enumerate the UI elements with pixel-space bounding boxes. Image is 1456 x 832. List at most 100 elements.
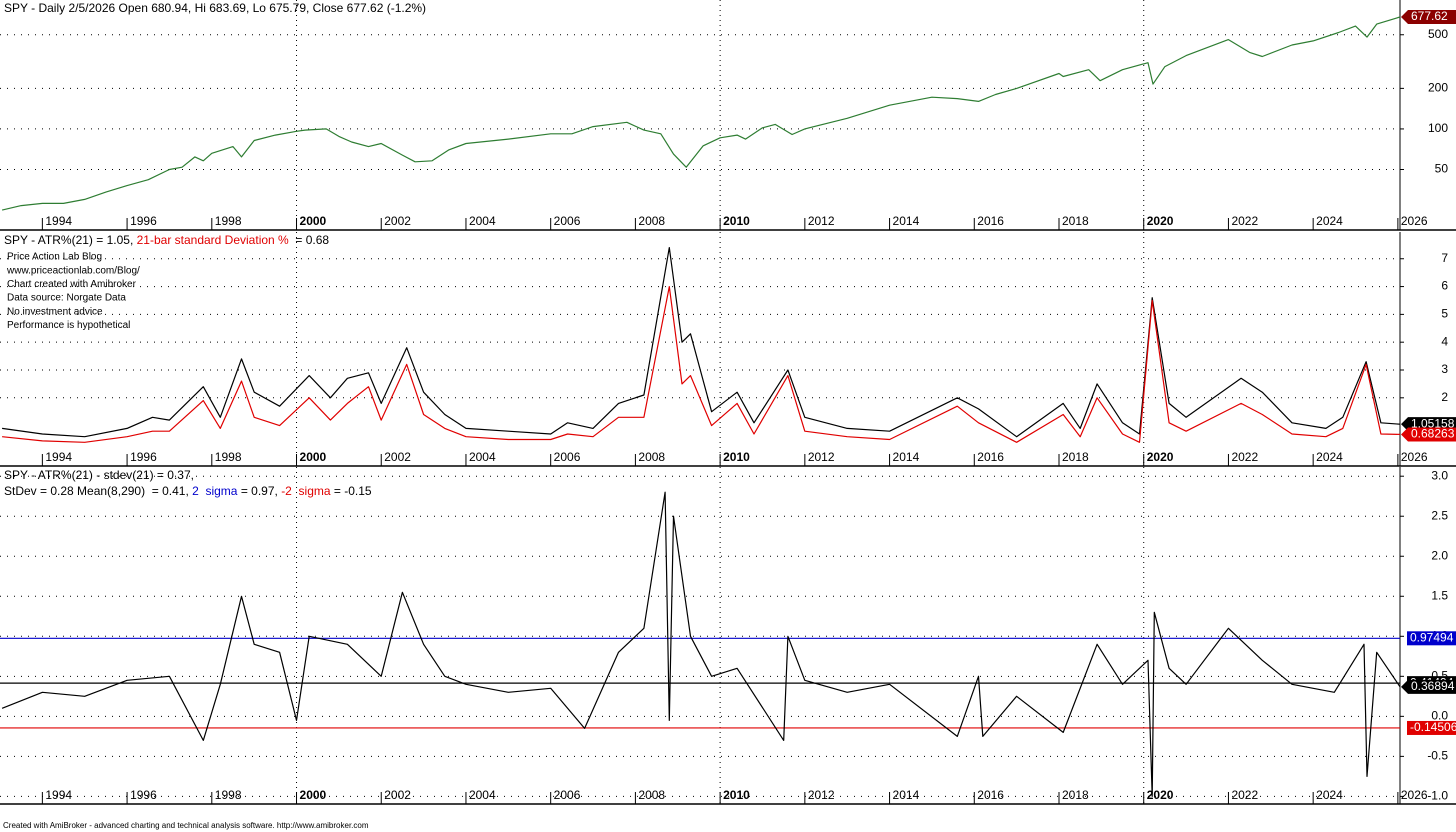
y-tick-label: -0.5 — [1427, 749, 1448, 763]
value-label-box — [1407, 720, 1456, 735]
last-value-label: 0.68263 — [1411, 427, 1455, 441]
y-tick-label: 1.5 — [1431, 588, 1448, 602]
y-tick-label: 100 — [1428, 121, 1448, 135]
pane-title: SPY - ATR%(21) - stdev(21) = 0.37, — [4, 468, 194, 482]
title-segment: = 0.68 — [292, 233, 329, 247]
annotation: Performance is hypothetical — [7, 320, 130, 331]
last-value-label: 1.05158 — [1411, 416, 1455, 430]
annotation: Chart created with Amibroker — [7, 279, 137, 290]
y-tick-label: -1.0 — [1427, 789, 1448, 803]
y-tick-label: 2.0 — [1431, 548, 1448, 562]
x-tick-label: 2000 — [300, 214, 327, 228]
pane-title: SPY - Daily 2/5/2026 Open 680.94, Hi 683… — [4, 1, 426, 15]
x-tick-label: 1996 — [130, 788, 157, 802]
value-label-box — [1401, 427, 1456, 442]
y-tick-label: 3.0 — [1431, 468, 1448, 482]
x-tick-label: 1996 — [130, 214, 157, 228]
x-tick-label: 2016 — [977, 788, 1004, 802]
series-line — [2, 286, 1401, 443]
x-tick-label: 2012 — [808, 450, 835, 464]
x-tick-label: 2020 — [1147, 788, 1174, 802]
title-segment: SPY - ATR%(21) = 1.05, — [4, 233, 137, 247]
x-tick-label: 2022 — [1231, 450, 1258, 464]
reference-label: -0.14506 — [1410, 720, 1456, 734]
x-tick-label: 2018 — [1062, 214, 1089, 228]
x-tick-label: 2000 — [300, 450, 327, 464]
y-tick-label: 4 — [1441, 334, 1448, 348]
annotation: Price Action Lab Blog — [7, 252, 102, 263]
x-tick-label: 2012 — [808, 788, 835, 802]
x-tick-label: 2014 — [893, 450, 920, 464]
x-tick-label: 2024 — [1316, 214, 1343, 228]
pane-title: StDev = 0.28 Mean(8,290) = 0.41, 2 sigma… — [4, 484, 372, 498]
x-tick-label: 2012 — [808, 214, 835, 228]
y-tick-label: 500 — [1428, 27, 1448, 41]
y-tick-label: 7 — [1441, 251, 1448, 265]
x-tick-label: 2022 — [1231, 788, 1258, 802]
x-tick-label: 2010 — [723, 214, 750, 228]
x-tick-label: 2000 — [300, 788, 327, 802]
x-tick-label: 1994 — [45, 214, 72, 228]
x-tick-label: 1998 — [215, 214, 242, 228]
x-tick-label: 2008 — [638, 450, 665, 464]
pane-title: SPY - ATR%(21) = 1.05, 21-bar standard D… — [4, 233, 329, 247]
title-segment: 2 sigma — [192, 484, 238, 498]
x-tick-label: 2004 — [469, 788, 496, 802]
y-tick-label: 50 — [1435, 162, 1449, 176]
x-tick-label: 1998 — [215, 450, 242, 464]
y-tick-label: 3 — [1441, 362, 1448, 376]
title-segment: 21-bar standard Deviation % — [137, 233, 292, 247]
x-tick-label: 2006 — [554, 788, 581, 802]
y-tick-label: 2.5 — [1431, 508, 1448, 522]
footer: Created with AmiBroker - advanced charti… — [3, 821, 369, 830]
series-line — [1, 491, 1401, 798]
x-tick-label: 1994 — [45, 788, 72, 802]
x-tick-label: 2024 — [1316, 788, 1343, 802]
x-tick-label: 2010 — [723, 450, 750, 464]
value-label-box — [1407, 631, 1456, 646]
x-tick-label: 2006 — [554, 214, 581, 228]
x-tick-label: 2026 — [1401, 788, 1428, 802]
value-label-box — [1401, 679, 1456, 694]
x-tick-label: 2008 — [638, 214, 665, 228]
title-segment: -2 sigma — [281, 484, 331, 498]
x-tick-label: 2008 — [638, 788, 665, 802]
title-segment: = 0.97, — [237, 484, 281, 498]
x-tick-label: 2014 — [893, 214, 920, 228]
last-value-label: 677.62 — [1411, 9, 1448, 23]
x-tick-label: 2006 — [554, 450, 581, 464]
y-tick-label: 6 — [1441, 279, 1448, 293]
y-tick-label: 0.0 — [1431, 709, 1448, 723]
x-tick-label: 2018 — [1062, 788, 1089, 802]
title-segment: SPY - Daily 2/5/2026 Open 680.94, Hi 683… — [4, 1, 426, 15]
x-tick-label: 2020 — [1147, 450, 1174, 464]
x-tick-label: 2024 — [1316, 450, 1343, 464]
last-value-label: 0.36894 — [1411, 679, 1455, 693]
y-tick-label: 5 — [1441, 307, 1448, 321]
x-tick-label: 2016 — [977, 450, 1004, 464]
y-tick-label: 200 — [1428, 81, 1448, 95]
annotation: No investment advice — [7, 306, 103, 317]
reference-label: 0.97494 — [1410, 630, 1454, 644]
x-tick-label: 2004 — [469, 214, 496, 228]
x-tick-label: 2020 — [1147, 214, 1174, 228]
series-line — [2, 247, 1401, 438]
value-label-box — [1401, 9, 1456, 24]
title-segment: StDev = 0.28 Mean(8,290) = 0.41, — [4, 484, 192, 498]
x-tick-label: 2010 — [723, 788, 750, 802]
series-line — [1, 16, 1401, 211]
annotation: www.priceactionlab.com/Blog/ — [6, 265, 140, 276]
x-tick-label: 2002 — [384, 214, 411, 228]
x-tick-label: 2016 — [977, 214, 1004, 228]
x-tick-label: 2014 — [893, 788, 920, 802]
x-tick-label: 2002 — [384, 450, 411, 464]
x-tick-label: 2026 — [1401, 214, 1428, 228]
y-tick-label: 2 — [1441, 390, 1448, 404]
x-tick-label: 2026 — [1401, 450, 1428, 464]
title-segment: SPY - ATR%(21) - stdev(21) = 0.37, — [4, 468, 194, 482]
x-tick-label: 2018 — [1062, 450, 1089, 464]
title-segment: = -0.15 — [331, 484, 372, 498]
x-tick-label: 1994 — [45, 450, 72, 464]
x-tick-label: 2022 — [1231, 214, 1258, 228]
